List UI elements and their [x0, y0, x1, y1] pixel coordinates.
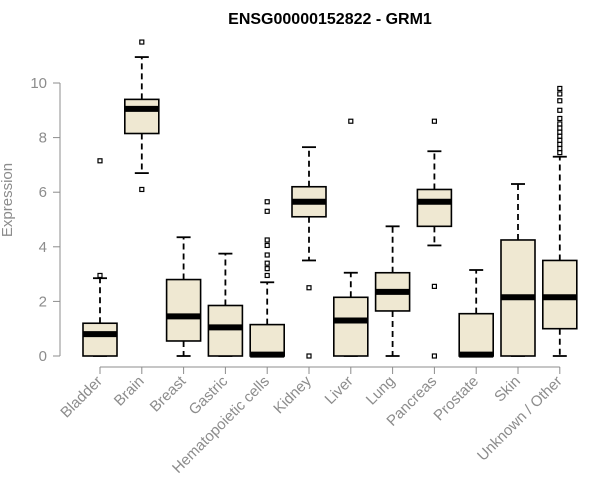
- y-tick-label: 6: [39, 184, 47, 201]
- outlier-point: [306, 285, 312, 291]
- outlier-point: [264, 266, 270, 272]
- x-tick-label: Bladder: [57, 373, 106, 422]
- x-tick-label: Lung: [363, 373, 399, 409]
- outlier-point: [264, 208, 270, 214]
- outlier-point: [264, 252, 270, 258]
- outlier-point: [557, 91, 563, 97]
- iqr-box: [458, 312, 495, 357]
- y-tick-label: 10: [30, 75, 47, 92]
- outlier-point: [431, 283, 437, 289]
- box-10: [500, 183, 536, 357]
- box-8: [416, 118, 453, 359]
- iqr-box: [124, 98, 160, 135]
- x-tick-label: Breast: [147, 372, 190, 415]
- outlier-point: [431, 118, 437, 124]
- box-11: [541, 85, 578, 357]
- outlier-point: [557, 150, 563, 156]
- x-tick-label: Kidney: [270, 372, 315, 417]
- outlier-point: [264, 272, 270, 279]
- y-tick-label: 2: [39, 293, 47, 310]
- outlier-point: [557, 115, 563, 122]
- outlier-point: [557, 98, 563, 104]
- box-1: [124, 39, 160, 193]
- iqr-box: [416, 188, 453, 228]
- outlier-point: [264, 199, 270, 205]
- x-tick-label: Skin: [491, 373, 524, 406]
- outlier-point: [348, 118, 354, 124]
- outlier-point: [557, 85, 563, 92]
- outlier-point: [264, 237, 270, 243]
- box-5: [291, 146, 327, 359]
- outlier-point: [557, 137, 563, 143]
- box-9: [458, 269, 495, 358]
- box-7: [374, 225, 411, 357]
- outlier-point: [557, 121, 563, 127]
- box-3: [207, 252, 244, 357]
- outlier-point: [557, 129, 563, 135]
- x-tick-label: Prostate: [430, 373, 482, 425]
- chart-title: ENSG00000152822 - GRM1: [228, 11, 432, 28]
- outlier-point: [97, 158, 103, 164]
- iqr-box: [82, 322, 118, 357]
- outlier-point: [557, 107, 563, 113]
- outlier-point: [431, 353, 437, 359]
- outlier-point: [97, 272, 103, 279]
- outlier-point: [557, 125, 563, 131]
- iqr-box: [207, 304, 244, 357]
- iqr-box: [165, 278, 202, 342]
- y-tick-label: 4: [39, 239, 47, 256]
- box-6: [332, 118, 369, 357]
- outlier-point: [557, 133, 563, 139]
- outlier-point: [557, 145, 563, 152]
- outlier-point: [306, 353, 312, 359]
- y-axis: 0 2 4 6 8 10: [30, 75, 61, 365]
- iqr-box: [249, 323, 285, 357]
- y-tick-label: 8: [39, 130, 47, 147]
- box-4: [249, 199, 285, 358]
- x-tick-label: Brain: [111, 373, 148, 410]
- box-2: [165, 236, 202, 357]
- outlier-point: [139, 39, 145, 45]
- y-axis-label: Expression: [0, 163, 16, 237]
- iqr-box: [332, 296, 369, 357]
- y-tick-label: 0: [39, 348, 47, 365]
- boxes-group: [82, 39, 578, 359]
- outlier-point: [264, 260, 270, 266]
- outlier-point: [557, 141, 563, 148]
- x-tick-label: Liver: [322, 373, 357, 408]
- outlier-point: [264, 242, 270, 249]
- outlier-point: [139, 186, 145, 193]
- box-0: [82, 158, 118, 357]
